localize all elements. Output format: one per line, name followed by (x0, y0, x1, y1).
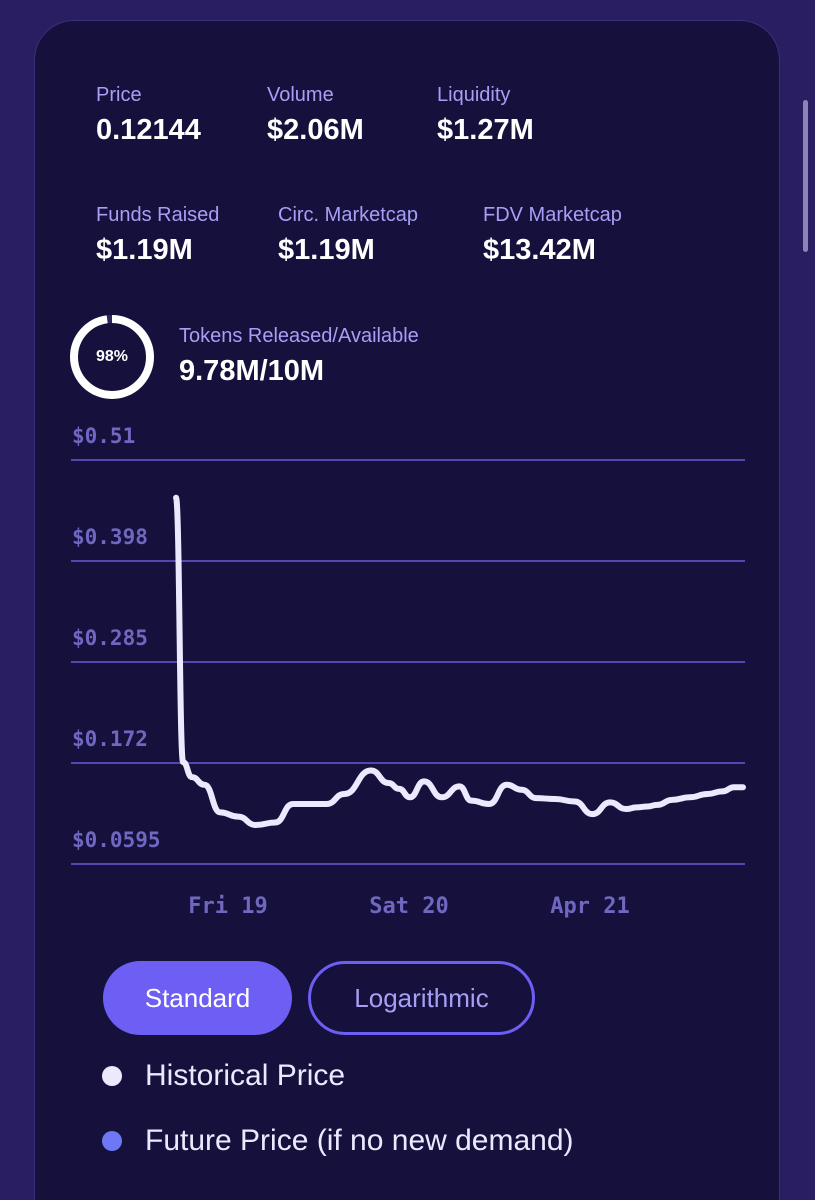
stat-fdv-marketcap: FDV Marketcap $13.42M (483, 203, 622, 267)
progress-ring-arc (70, 315, 154, 399)
stat-funds-raised: Funds Raised $1.19M (96, 203, 219, 267)
y-tick-label: $0.285 (72, 626, 148, 650)
progress-ring-graphic (70, 315, 154, 399)
stat-value: 9.78M/10M (179, 355, 325, 387)
scrollbar[interactable] (803, 100, 808, 252)
historical-price-line (173, 494, 746, 828)
stat-circ-marketcap: Circ. Marketcap $1.19M (278, 203, 418, 267)
stat-value: $1.19M (278, 234, 375, 266)
stat-label: FDV Marketcap (483, 204, 622, 226)
stat-volume: Volume $2.06M (267, 83, 364, 147)
price-chart[interactable]: $0.51 $0.398 $0.285 $0.172 $0.0595 Fri 19 Sat … (0, 0, 815, 940)
stat-liquidity: Liquidity $1.27M (437, 83, 534, 147)
stat-label: Tokens Released/Available (179, 325, 419, 347)
stat-value: $1.27M (437, 114, 534, 146)
stat-price: Price 0.12144 (96, 83, 201, 147)
legend-dot (102, 1131, 122, 1151)
y-tick-label: $0.398 (72, 525, 148, 549)
legend-future: Future Price (if no new demand) (102, 1124, 574, 1158)
standard-scale-button[interactable]: Standard (103, 961, 292, 1035)
tokens-progress-ring: 98% (69, 314, 155, 400)
stat-value: 0.12144 (96, 114, 201, 146)
stat-label: Circ. Marketcap (278, 204, 419, 226)
x-tick-label: Sat 20 (369, 894, 448, 919)
x-tick-label: Apr 21 (550, 894, 629, 919)
legend-dot (102, 1066, 122, 1086)
legend-historical: Historical Price (102, 1059, 345, 1093)
y-tick-label: $0.0595 (72, 828, 161, 852)
y-tick-label: $0.51 (72, 424, 135, 448)
stat-tokens: Tokens Released/Available 9.78M/10M (179, 324, 419, 388)
stat-label: Volume (267, 84, 334, 106)
stat-label: Funds Raised (96, 204, 220, 226)
x-tick-label: Fri 19 (188, 894, 267, 919)
stat-value: $2.06M (267, 114, 364, 146)
stat-label: Price (96, 84, 142, 106)
logarithmic-scale-button[interactable]: Logarithmic (308, 961, 535, 1035)
y-tick-label: $0.172 (72, 727, 148, 751)
legend-label: Future Price (if no new demand) (145, 1124, 574, 1157)
tokens-percent: 98% (95, 348, 129, 365)
legend-label: Historical Price (145, 1059, 346, 1092)
stat-value: $1.19M (96, 234, 193, 266)
stat-value: $13.42M (483, 234, 596, 266)
stat-label: Liquidity (437, 84, 511, 106)
